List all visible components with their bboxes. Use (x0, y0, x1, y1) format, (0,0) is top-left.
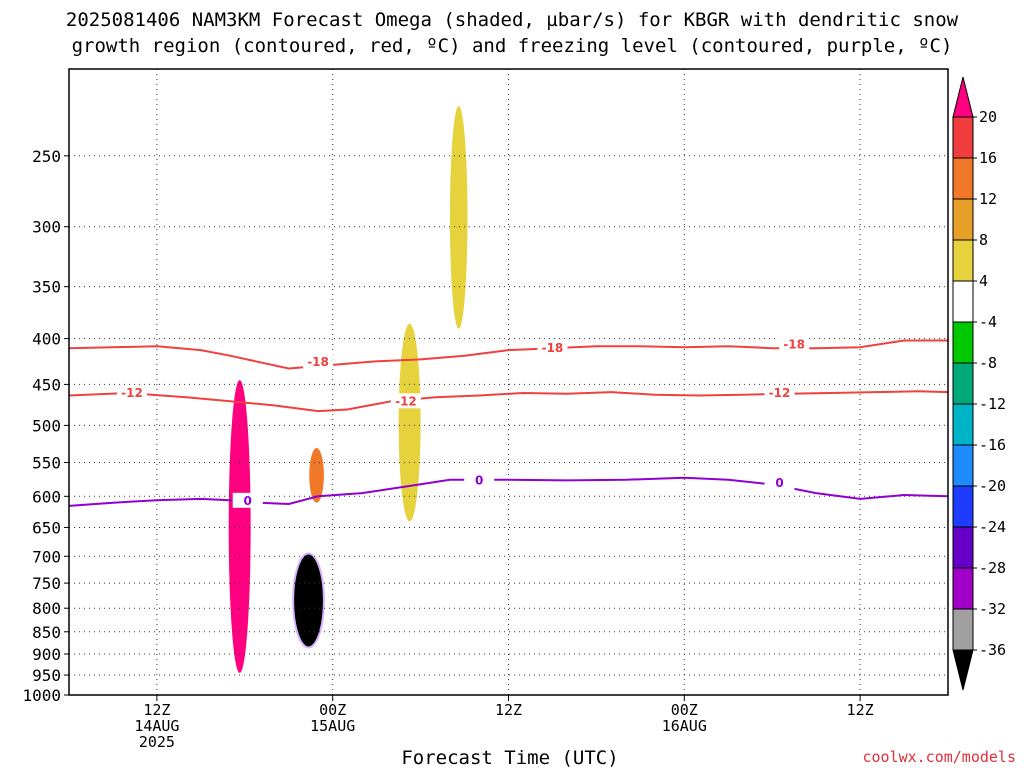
colorbar-label: 12 (979, 190, 997, 208)
colorbar-label: 8 (979, 231, 988, 249)
contour-label: -12 (121, 386, 143, 400)
contour-label: -12 (769, 386, 791, 400)
contour-label: 0 (244, 494, 252, 508)
x-tick-label: 12Z (847, 701, 874, 719)
contour-label-bg (390, 393, 421, 409)
contour-label-bg (116, 384, 147, 400)
contour-label: 0 (475, 473, 483, 487)
chart-title-line2: growth region (contoured, red, ºC) and f… (72, 35, 953, 57)
colorbar-label: -12 (979, 395, 1006, 413)
colorbar-block (952, 526, 974, 569)
y-tick-label: 950 (32, 666, 61, 685)
colorbar-block (952, 362, 974, 405)
omega-shading-layer (219, 69, 468, 673)
omega-area-black-core (292, 552, 325, 649)
contour-line-0 (68, 476, 949, 507)
colorbar-block (952, 198, 974, 241)
contour-label: -18 (542, 341, 564, 355)
contour-label-bg (537, 340, 568, 356)
chart-title-line1: 2025081406 NAM3KM Forecast Omega (shaded… (66, 9, 959, 31)
contour-layer: -18 -18 -18 -12 -12 -12 0 0 0 (68, 336, 949, 508)
contour-label: -18 (783, 337, 805, 351)
colorbar-block (952, 239, 974, 282)
omega-area-yellow-band (398, 323, 421, 522)
contour-label: -18 (307, 355, 329, 369)
contour-label-bg (764, 384, 795, 400)
contour-line--12 (68, 390, 949, 413)
contour-label-bg (764, 475, 795, 491)
y-tick-label: 550 (32, 453, 61, 472)
plot-frame (68, 68, 949, 696)
x-tick-label: 12Z (143, 701, 170, 719)
omega-area-pink-column (228, 380, 251, 673)
y-tick-label: 800 (32, 599, 61, 618)
y-tick-label: 750 (32, 574, 61, 593)
colorbar-label: -16 (979, 436, 1006, 454)
omega-colorbar: 20 16 12 8 4 -4 -8 -12 -16 -20 -24 -28 -32 -36 (952, 76, 1006, 691)
x-tick-label: 00Z (671, 701, 698, 719)
colorbar-top-arrow (952, 76, 974, 118)
contour-label-bg (464, 472, 495, 488)
credit-text: coolwx.com/models (862, 748, 1016, 766)
colorbar-block (952, 444, 974, 487)
y-tick-label: 1000 (22, 686, 61, 705)
y-tick-label: 600 (32, 487, 61, 506)
y-tick-label: 250 (32, 147, 61, 166)
y-tick-label: 650 (32, 518, 61, 537)
y-tick-label: 850 (32, 623, 61, 642)
contour-label: 0 (775, 476, 783, 490)
y-tick-label: 500 (32, 416, 61, 435)
y-tick-label: 450 (32, 375, 61, 394)
colorbar-bottom-arrow (952, 649, 974, 691)
contour-label-bg (779, 336, 810, 352)
colorbar-label: -28 (979, 559, 1006, 577)
y-tick-label: 400 (32, 330, 61, 349)
colorbar-block (952, 608, 974, 651)
y-tick-label: 350 (32, 278, 61, 297)
y-tick-label: 700 (32, 547, 61, 566)
colorbar-block (952, 157, 974, 200)
pressure-axis: 250 300 350 400 450 500 550 600 650 700 750 800 850 9… (22, 147, 69, 705)
colorbar-block (952, 485, 974, 528)
colorbar-block (952, 567, 974, 610)
x-tick-label: 14AUG (134, 717, 179, 735)
colorbar-label: -32 (979, 600, 1006, 618)
omega-area-green-column-right (257, 69, 286, 393)
colorbar-label: 16 (979, 149, 997, 167)
colorbar-block (952, 403, 974, 446)
x-tick-label: 16AUG (662, 717, 707, 735)
omega-area-green-column-left (219, 114, 263, 339)
y-tick-label: 900 (32, 645, 61, 664)
contour-label: -12 (395, 394, 417, 408)
colorbar-label: 4 (979, 272, 988, 290)
omega-area-yellow-tall (449, 106, 468, 329)
x-tick-label: 12Z (495, 701, 522, 719)
colorbar-label: -20 (979, 477, 1006, 495)
colorbar-block (952, 116, 974, 159)
x-tick-label: 00Z (319, 701, 346, 719)
colorbar-label: -24 (979, 518, 1006, 536)
colorbar-label: -8 (979, 354, 997, 372)
colorbar-label: 20 (979, 108, 997, 126)
omega-area-orange-spot (309, 448, 324, 503)
colorbar-label: -36 (979, 641, 1006, 659)
x-tick-label: 15AUG (310, 717, 355, 735)
y-tick-label: 300 (32, 218, 61, 237)
grid-layer (69, 69, 948, 696)
colorbar-block (952, 321, 974, 364)
colorbar-label: -4 (979, 313, 997, 331)
contour-label-bg (232, 492, 263, 508)
x-axis-title: Forecast Time (UTC) (401, 747, 618, 768)
colorbar-block (952, 280, 974, 323)
contour-label-bg (303, 354, 334, 370)
x-tick-label: 2025 (139, 733, 175, 751)
